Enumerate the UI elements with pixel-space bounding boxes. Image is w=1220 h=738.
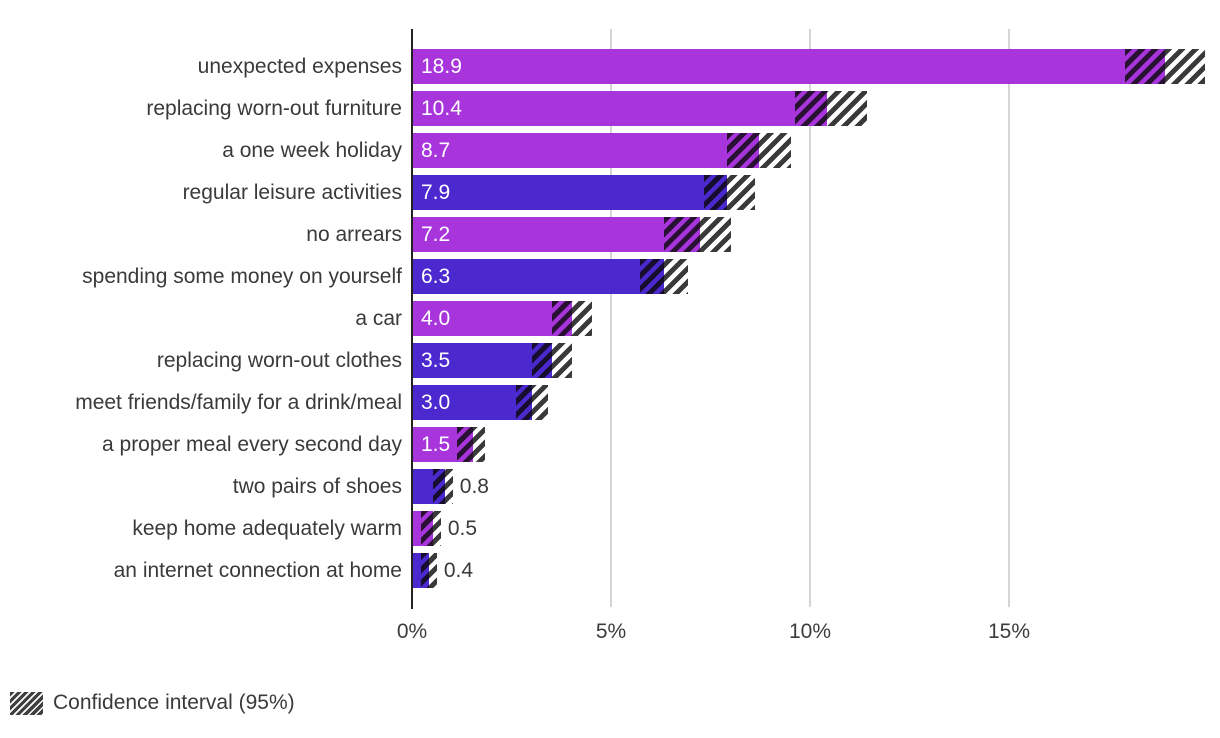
bar-magenta bbox=[413, 133, 760, 168]
bar-magenta bbox=[413, 217, 700, 252]
bar-magenta bbox=[413, 49, 1166, 84]
category-label: replacing worn-out furniture bbox=[146, 97, 402, 120]
confidence-interval-hatch bbox=[552, 301, 593, 336]
confidence-interval-hatch bbox=[663, 217, 732, 252]
category-label: spending some money on yourself bbox=[82, 265, 402, 288]
gridline-15% bbox=[1008, 29, 1010, 607]
legend-label: Confidence interval (95%) bbox=[53, 691, 295, 714]
value-label: 18.9 bbox=[421, 55, 462, 78]
confidence-interval-hatch bbox=[532, 343, 573, 378]
gridline-10% bbox=[809, 29, 811, 607]
confidence-interval-hatch bbox=[795, 91, 867, 126]
bar-magenta bbox=[413, 91, 827, 126]
value-label: 7.9 bbox=[421, 181, 451, 204]
confidence-interval-hatch-icon bbox=[10, 691, 43, 715]
value-label: 6.3 bbox=[421, 265, 451, 288]
confidence-interval-hatch bbox=[516, 385, 549, 420]
value-label: 4.0 bbox=[421, 307, 451, 330]
x-tick-label: 15% bbox=[987, 620, 1031, 643]
value-label: 0.4 bbox=[443, 559, 474, 582]
category-label: meet friends/family for a drink/meal bbox=[75, 391, 402, 414]
confidence-interval-hatch bbox=[639, 259, 688, 294]
confidence-interval-hatch bbox=[456, 427, 485, 462]
category-label: regular leisure activities bbox=[182, 181, 402, 204]
confidence-interval-hatch bbox=[1125, 49, 1205, 84]
x-tick-label: 10% bbox=[788, 620, 832, 643]
legend: Confidence interval (95%) bbox=[10, 691, 295, 715]
x-tick-label: 0% bbox=[396, 620, 428, 643]
category-label: a one week holiday bbox=[222, 139, 402, 162]
value-label: 0.5 bbox=[447, 517, 478, 540]
category-label: a car bbox=[355, 307, 402, 330]
category-label: an internet connection at home bbox=[113, 559, 402, 582]
bar-blue bbox=[413, 385, 533, 420]
category-label: two pairs of shoes bbox=[232, 475, 402, 498]
bar-magenta bbox=[413, 301, 573, 336]
category-label: no arrears bbox=[306, 223, 402, 246]
category-label: keep home adequately warm bbox=[132, 517, 402, 540]
category-label: unexpected expenses bbox=[197, 55, 402, 78]
value-label: 3.5 bbox=[421, 349, 451, 372]
value-label: 10.4 bbox=[421, 97, 462, 120]
value-label: 1.5 bbox=[421, 433, 451, 456]
confidence-interval-hatch bbox=[727, 133, 792, 168]
bar-blue bbox=[413, 343, 553, 378]
confidence-interval-hatch bbox=[432, 469, 453, 504]
value-label: 0.8 bbox=[459, 475, 489, 498]
confidence-interval-hatch bbox=[420, 511, 441, 546]
gridline-5% bbox=[610, 29, 612, 607]
value-label: 8.7 bbox=[421, 139, 451, 162]
value-label: 7.2 bbox=[421, 223, 451, 246]
value-label: 3.0 bbox=[421, 391, 451, 414]
y-axis-line bbox=[411, 29, 413, 609]
confidence-interval-hatch bbox=[420, 553, 437, 588]
category-label: a proper meal every second day bbox=[102, 433, 402, 456]
confidence-interval-hatch bbox=[703, 175, 756, 210]
x-tick-label: 5% bbox=[595, 620, 627, 643]
category-label: replacing worn-out clothes bbox=[156, 349, 402, 372]
bar-blue bbox=[413, 175, 728, 210]
bar-blue bbox=[413, 259, 664, 294]
